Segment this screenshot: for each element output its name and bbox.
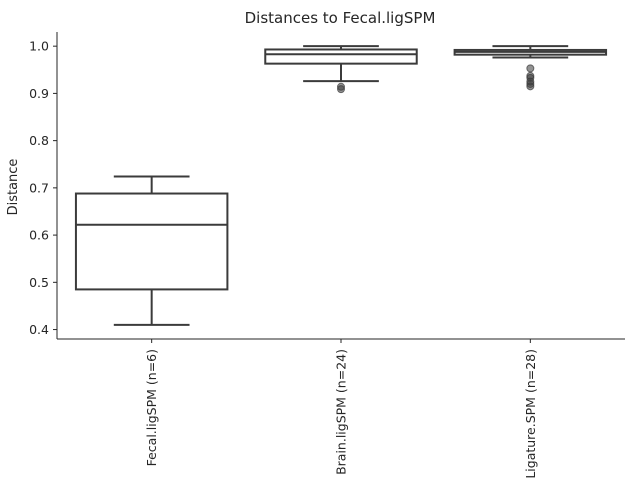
x-tick-label: Ligature.SPM (n=28) bbox=[523, 349, 538, 479]
box-group bbox=[74, 45, 608, 326]
x-tick-group: Fecal.ligSPM (n=6) Brain.ligSPM (n=24) Lig… bbox=[144, 339, 538, 479]
outlier-point bbox=[526, 64, 535, 73]
x-tick-label: Fecal.ligSPM (n=6) bbox=[144, 349, 159, 466]
box-iqr bbox=[264, 48, 418, 65]
y-tick-label: 0.9 bbox=[29, 86, 49, 101]
y-tick-label: 0.4 bbox=[29, 322, 49, 337]
y-tick-group: 0.4 0.5 0.6 0.7 0.8 0.9 1.0 bbox=[29, 39, 57, 337]
y-tick-label: 0.8 bbox=[29, 133, 49, 148]
x-tick-label: Brain.ligSPM (n=24) bbox=[334, 349, 349, 475]
y-tick-label: 1.0 bbox=[29, 39, 49, 54]
chart-title: Distances to Fecal.ligSPM bbox=[245, 9, 436, 27]
y-axis-label: Distance bbox=[6, 159, 21, 216]
y-tick-label: 0.6 bbox=[29, 228, 49, 243]
outlier-point bbox=[337, 82, 345, 91]
outlier-point bbox=[526, 71, 535, 80]
y-tick-label: 0.7 bbox=[29, 180, 49, 195]
box-iqr bbox=[74, 192, 229, 291]
y-tick-label: 0.5 bbox=[29, 275, 49, 290]
